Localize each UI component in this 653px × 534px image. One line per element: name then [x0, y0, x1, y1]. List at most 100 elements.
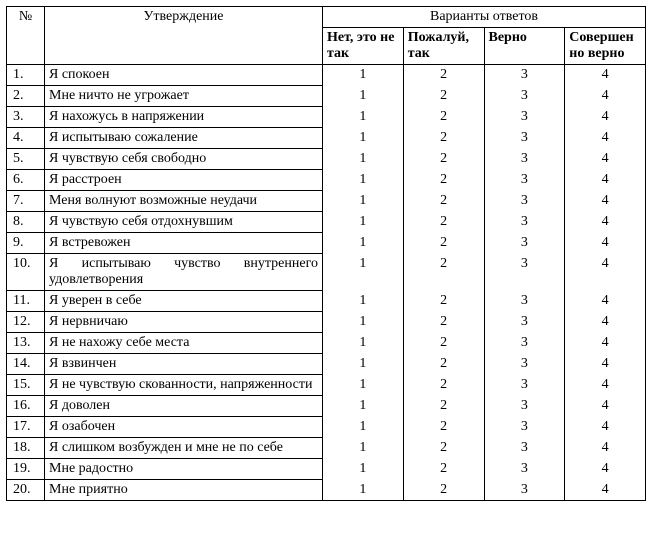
- answer-cell: 1: [323, 170, 404, 191]
- table-row: 1.Я спокоен1234: [7, 65, 646, 86]
- row-number: 6.: [7, 170, 45, 191]
- answer-cell: 4: [565, 291, 646, 312]
- answer-cell: 2: [403, 128, 484, 149]
- answer-cell: 2: [403, 312, 484, 333]
- row-number: 7.: [7, 191, 45, 212]
- answer-cell: 2: [403, 254, 484, 291]
- answer-cell: 4: [565, 149, 646, 170]
- answer-cell: 1: [323, 212, 404, 233]
- table-row: 10.Я испытываю чувство внутреннего удовл…: [7, 254, 646, 291]
- answer-cell: 3: [484, 438, 565, 459]
- table-row: 16.Я доволен1234: [7, 396, 646, 417]
- row-statement: Мне ничто не угрожает: [45, 86, 323, 107]
- answer-cell: 1: [323, 149, 404, 170]
- table-row: 8.Я чувствую себя отдохнувшим1234: [7, 212, 646, 233]
- header-num: №: [7, 7, 45, 65]
- row-number: 12.: [7, 312, 45, 333]
- answer-cell: 3: [484, 291, 565, 312]
- answer-cell: 3: [484, 170, 565, 191]
- answer-cell: 3: [484, 254, 565, 291]
- table-row: 3.Я нахожусь в напряжении1234: [7, 107, 646, 128]
- answer-cell: 2: [403, 86, 484, 107]
- row-statement: Я испытываю чувство внутреннего удовлетв…: [45, 254, 323, 291]
- table-row: 20.Мне приятно1234: [7, 480, 646, 501]
- row-statement: Мне радостно: [45, 459, 323, 480]
- row-number: 19.: [7, 459, 45, 480]
- answer-cell: 1: [323, 65, 404, 86]
- answer-cell: 3: [484, 417, 565, 438]
- header-ans3: Верно: [484, 28, 565, 65]
- answer-cell: 3: [484, 312, 565, 333]
- row-statement: Я спокоен: [45, 65, 323, 86]
- row-statement: Я чувствую себя отдохнувшим: [45, 212, 323, 233]
- answer-cell: 1: [323, 417, 404, 438]
- row-number: 15.: [7, 375, 45, 396]
- answer-cell: 4: [565, 459, 646, 480]
- answer-cell: 1: [323, 459, 404, 480]
- table-row: 18.Я слишком возбужден и мне не по себе1…: [7, 438, 646, 459]
- answer-cell: 2: [403, 291, 484, 312]
- row-statement: Я нервничаю: [45, 312, 323, 333]
- table-row: 19.Мне радостно1234: [7, 459, 646, 480]
- questionnaire-table: № Утверждение Варианты ответов Нет, это …: [6, 6, 646, 501]
- answer-cell: 3: [484, 354, 565, 375]
- row-statement: Меня волнуют возможные неудачи: [45, 191, 323, 212]
- answer-cell: 4: [565, 107, 646, 128]
- answer-cell: 2: [403, 459, 484, 480]
- answer-cell: 2: [403, 438, 484, 459]
- row-number: 10.: [7, 254, 45, 291]
- answer-cell: 4: [565, 191, 646, 212]
- answer-cell: 2: [403, 375, 484, 396]
- row-number: 16.: [7, 396, 45, 417]
- answer-cell: 1: [323, 396, 404, 417]
- row-number: 3.: [7, 107, 45, 128]
- answer-cell: 4: [565, 396, 646, 417]
- table-row: 11.Я уверен в себе1234: [7, 291, 646, 312]
- row-number: 8.: [7, 212, 45, 233]
- table-row: 12.Я нервничаю1234: [7, 312, 646, 333]
- answer-cell: 3: [484, 65, 565, 86]
- table-row: 5.Я чувствую себя свободно1234: [7, 149, 646, 170]
- row-statement: Я нахожусь в напряжении: [45, 107, 323, 128]
- row-statement: Я озабочен: [45, 417, 323, 438]
- row-statement: Я слишком возбужден и мне не по себе: [45, 438, 323, 459]
- row-statement: Я взвинчен: [45, 354, 323, 375]
- answer-cell: 3: [484, 191, 565, 212]
- row-number: 1.: [7, 65, 45, 86]
- table-row: 7.Меня волнуют возможные неудачи1234: [7, 191, 646, 212]
- answer-cell: 1: [323, 480, 404, 501]
- row-statement: Мне приятно: [45, 480, 323, 501]
- answer-cell: 1: [323, 128, 404, 149]
- header-ans2: Пожалуй, так: [403, 28, 484, 65]
- answer-cell: 4: [565, 333, 646, 354]
- answer-cell: 2: [403, 170, 484, 191]
- answer-cell: 1: [323, 254, 404, 291]
- row-number: 13.: [7, 333, 45, 354]
- answer-cell: 3: [484, 86, 565, 107]
- answer-cell: 3: [484, 480, 565, 501]
- answer-cell: 2: [403, 212, 484, 233]
- answer-cell: 1: [323, 107, 404, 128]
- row-number: 9.: [7, 233, 45, 254]
- answer-cell: 2: [403, 396, 484, 417]
- answer-cell: 3: [484, 107, 565, 128]
- header-ans1: Нет, это не так: [323, 28, 404, 65]
- row-number: 5.: [7, 149, 45, 170]
- answer-cell: 4: [565, 128, 646, 149]
- row-number: 17.: [7, 417, 45, 438]
- answer-cell: 1: [323, 333, 404, 354]
- answer-cell: 2: [403, 65, 484, 86]
- answer-cell: 2: [403, 417, 484, 438]
- answer-cell: 4: [565, 212, 646, 233]
- table-row: 4.Я испытываю сожаление1234: [7, 128, 646, 149]
- answer-cell: 1: [323, 354, 404, 375]
- header-ans4: Совершенно верно: [565, 28, 646, 65]
- row-number: 14.: [7, 354, 45, 375]
- answer-cell: 4: [565, 375, 646, 396]
- answer-cell: 4: [565, 417, 646, 438]
- row-statement: Я не нахожу себе места: [45, 333, 323, 354]
- answer-cell: 1: [323, 191, 404, 212]
- answer-cell: 2: [403, 233, 484, 254]
- answer-cell: 2: [403, 191, 484, 212]
- answer-cell: 4: [565, 65, 646, 86]
